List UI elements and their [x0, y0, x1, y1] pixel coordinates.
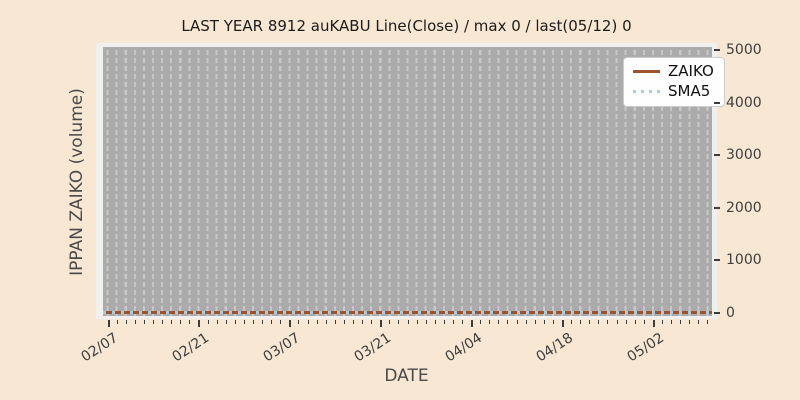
x-tick-label: 03/21 — [351, 330, 394, 366]
x-tick-mark-minor — [607, 320, 609, 324]
x-tick-mark-minor — [643, 320, 645, 324]
x-tick-mark-minor — [152, 320, 154, 324]
x-tick-mark-minor — [480, 320, 482, 324]
x-tick-mark-minor — [689, 320, 691, 324]
x-tick-mark-major — [652, 320, 655, 327]
x-tick-mark-minor — [416, 320, 418, 324]
x-tick-mark-minor — [616, 320, 618, 324]
x-tick-label: 05/02 — [624, 330, 667, 366]
x-tick-mark-minor — [307, 320, 309, 324]
y-tick-mark — [714, 259, 720, 262]
y-axis-title-text: IPPAN ZAIKO (volume) — [67, 88, 87, 276]
x-tick-mark-minor — [534, 320, 536, 324]
x-tick-mark-minor — [671, 320, 673, 324]
x-tick-mark-minor — [580, 320, 582, 324]
x-tick-mark-minor — [462, 320, 464, 324]
x-tick-mark-minor — [525, 320, 527, 324]
zaiko-line-swatch — [633, 70, 660, 73]
y-tick-label: 1000 — [726, 252, 762, 269]
x-tick-mark-minor — [134, 320, 136, 324]
x-tick-mark-major — [471, 320, 474, 327]
x-tick-mark-minor — [225, 320, 227, 324]
y-tick-mark — [714, 49, 720, 51]
x-tick-mark-minor — [680, 320, 682, 324]
x-tick-mark-minor — [171, 320, 173, 324]
y-tick-label: 5000 — [726, 42, 762, 58]
x-tick-mark-minor — [116, 320, 118, 324]
sma5-series-line — [103, 311, 712, 314]
x-tick-mark-minor — [434, 320, 436, 324]
x-tick-mark-minor — [362, 320, 364, 324]
x-tick-mark-minor — [707, 320, 709, 324]
x-tick-mark-minor — [243, 320, 245, 324]
x-tick-mark-minor — [189, 320, 191, 324]
legend: ZAIKO SMA5 — [623, 57, 725, 107]
x-tick-label: 04/04 — [442, 330, 485, 366]
x-tick-mark-minor — [280, 320, 282, 324]
x-tick-label: 02/07 — [78, 330, 122, 366]
x-tick-mark-major — [562, 320, 565, 327]
x-tick-mark-minor — [452, 320, 454, 324]
y-tick-mark — [714, 154, 720, 157]
x-tick-mark-minor — [316, 320, 318, 324]
x-tick-mark-minor — [398, 320, 400, 324]
x-tick-mark-minor — [180, 320, 182, 324]
x-tick-mark-minor — [262, 320, 264, 324]
x-tick-mark-minor — [489, 320, 491, 324]
x-tick-mark-minor — [352, 320, 354, 324]
x-tick-mark-minor — [425, 320, 427, 324]
y-tick-mark — [714, 312, 720, 314]
x-tick-mark-minor — [662, 320, 663, 324]
x-tick-mark-minor — [507, 320, 509, 324]
x-tick-mark-major — [107, 320, 110, 327]
x-tick-mark-minor — [207, 320, 209, 324]
legend-item-zaiko: ZAIKO — [633, 63, 714, 80]
x-tick-label: 03/07 — [260, 330, 304, 366]
x-tick-mark-minor — [516, 320, 518, 324]
x-tick-mark-minor — [162, 320, 164, 324]
x-tick-mark-minor — [552, 320, 554, 324]
x-tick-mark-minor — [598, 320, 600, 324]
sma5-line-swatch — [633, 90, 660, 93]
x-tick-mark-minor — [252, 320, 254, 324]
x-tick-mark-minor — [216, 320, 218, 324]
x-axis-title: DATE — [384, 366, 429, 386]
plot-area — [103, 47, 712, 316]
y-tick-mark — [714, 206, 720, 209]
x-tick-mark-minor — [543, 320, 545, 324]
x-tick-mark-minor — [325, 320, 327, 324]
x-tick-mark-major — [380, 320, 383, 327]
x-tick-label: 02/21 — [169, 330, 213, 366]
x-tick-mark-minor — [298, 320, 300, 324]
y-tick-mark — [714, 101, 720, 104]
x-tick-mark-minor — [343, 320, 345, 324]
x-tick-mark-minor — [371, 320, 373, 324]
x-tick-mark-minor — [498, 320, 500, 324]
x-tick-mark-minor — [443, 320, 445, 324]
x-tick-mark-minor — [407, 320, 409, 324]
legend-label-sma5: SMA5 — [668, 82, 711, 100]
y-tick-label: 2000 — [726, 199, 762, 216]
x-tick-mark-minor — [271, 320, 273, 324]
x-tick-mark-minor — [389, 320, 391, 324]
x-tick-label: 04/18 — [533, 330, 576, 366]
y-tick-label: 0 — [726, 305, 735, 321]
chart-title: LAST YEAR 8912 auKABU Line(Close) / max … — [181, 17, 632, 35]
x-tick-mark-minor — [625, 320, 627, 324]
y-tick-label: 4000 — [726, 94, 762, 111]
x-tick-mark-minor — [589, 320, 591, 324]
y-tick-label: 3000 — [726, 147, 762, 164]
legend-label-zaiko: ZAIKO — [668, 62, 714, 80]
x-tick-mark-minor — [143, 320, 145, 324]
x-tick-mark-minor — [234, 320, 236, 324]
legend-item-sma5: SMA5 — [633, 83, 714, 100]
x-tick-mark-major — [289, 320, 292, 327]
x-tick-mark-minor — [571, 320, 573, 324]
x-tick-mark-minor — [334, 320, 336, 324]
x-tick-mark-minor — [125, 320, 127, 324]
x-tick-mark-minor — [634, 320, 636, 324]
x-tick-mark-major — [198, 320, 201, 327]
x-tick-mark-minor — [698, 320, 700, 324]
